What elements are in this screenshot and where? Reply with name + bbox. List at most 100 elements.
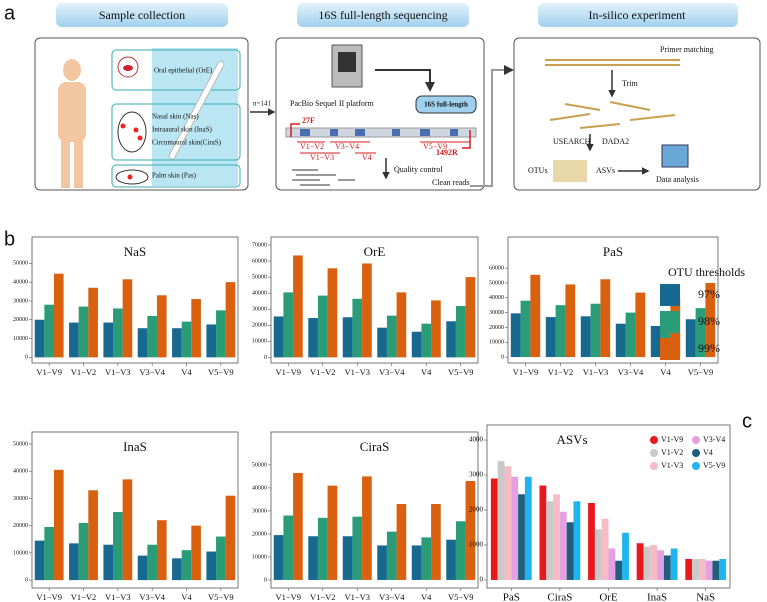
legend-marker — [650, 436, 658, 444]
bar — [396, 292, 407, 358]
bar — [559, 511, 567, 580]
bar — [518, 494, 525, 580]
bar — [615, 560, 623, 580]
plot-frame — [31, 431, 239, 589]
y-tick-label: 50000 — [489, 280, 504, 286]
primer: 27F — [302, 116, 315, 125]
step: DADA2 — [602, 137, 629, 146]
x-tick-label: V5−V9 — [208, 592, 234, 602]
legend-title: OTU thresholds — [668, 265, 745, 279]
x-tick-label: V1−V9 — [36, 592, 62, 602]
arrow — [470, 65, 514, 187]
bar — [465, 277, 476, 358]
bar — [465, 481, 476, 580]
legend-label: 97% — [698, 287, 720, 301]
bar — [411, 545, 422, 580]
bar — [566, 522, 574, 580]
bar — [362, 476, 372, 580]
bar — [181, 321, 192, 358]
legend-label: 98% — [698, 314, 720, 328]
y-tick-label: 30000 — [13, 298, 28, 304]
bar — [352, 516, 363, 580]
bar — [643, 546, 651, 580]
x-tick-label: V1−V3 — [105, 367, 131, 377]
bar — [34, 319, 45, 358]
y-tick-label: 40000 — [13, 469, 28, 475]
y-tick-label: 40000 — [252, 291, 267, 297]
bar — [685, 319, 696, 358]
y-tick-label: 0 — [480, 576, 484, 584]
step: Primer matching — [660, 45, 714, 54]
region: V1−V3 — [310, 153, 334, 162]
bar — [455, 306, 466, 358]
clean-reads: Clean reads — [432, 178, 470, 187]
legend-label: 99% — [698, 341, 720, 355]
bar — [431, 300, 441, 358]
y-tick-label: 30000 — [252, 307, 267, 313]
legend-marker — [692, 462, 700, 470]
x-tick-label: V3−V4 — [139, 592, 165, 602]
x-tick-label: V1−V9 — [275, 367, 301, 377]
bar — [308, 536, 318, 580]
bar — [553, 494, 560, 580]
y-tick-label: 10000 — [489, 340, 504, 346]
x-tick-label: V1−V2 — [71, 367, 97, 377]
y-tick-label: 10000 — [252, 554, 267, 560]
bar — [308, 318, 318, 358]
bar — [590, 303, 601, 358]
legend-marker — [692, 449, 700, 457]
panel-label: b — [4, 228, 15, 250]
bar — [573, 501, 581, 580]
chart-title: NaS — [124, 244, 146, 259]
bar — [147, 544, 157, 581]
bar — [504, 466, 512, 580]
x-tick-label: V1−V2 — [310, 367, 336, 377]
bar — [510, 313, 521, 358]
sample-box: Sample collection Oral epithelial (OrE) … — [34, 3, 249, 191]
x-tick-label: V1−V2 — [71, 592, 97, 602]
y-tick-label: 20000 — [489, 325, 504, 331]
bar — [635, 292, 646, 358]
y-tick-label: 0 — [25, 355, 28, 361]
step: Trim — [622, 79, 638, 88]
bar — [283, 292, 294, 358]
bar — [293, 255, 303, 358]
y-tick-label: 20000 — [13, 523, 28, 529]
legend-marker — [650, 462, 658, 470]
bar — [191, 299, 201, 358]
y-tick-label: 10000 — [13, 336, 28, 342]
bar — [137, 328, 148, 358]
bar — [216, 536, 226, 581]
bar — [660, 318, 671, 358]
bar — [113, 308, 123, 358]
bar — [650, 544, 658, 580]
chart-title: ASVs — [557, 432, 588, 447]
bar — [421, 323, 432, 358]
bar — [539, 485, 547, 580]
plot-frame — [270, 236, 479, 364]
bar — [455, 521, 466, 580]
x-tick-label: V4 — [421, 367, 432, 377]
y-tick-label: 2000 — [469, 506, 484, 514]
region: V4 — [362, 153, 372, 162]
bar — [386, 315, 397, 358]
x-tick-label: InaS — [647, 592, 667, 602]
bar — [411, 331, 422, 358]
bar — [44, 304, 54, 358]
qc: Quality control — [394, 165, 443, 174]
x-tick-label: V1−V3 — [105, 592, 131, 602]
x-tick-label: V3−V4 — [139, 367, 165, 377]
bar — [206, 551, 217, 581]
bar — [147, 315, 157, 358]
y-tick-label: 10000 — [13, 550, 28, 556]
bar — [273, 535, 284, 580]
legend-swatch — [660, 311, 680, 333]
bar — [317, 517, 328, 580]
bar — [555, 305, 566, 358]
x-tick-label: V1−V9 — [36, 367, 62, 377]
bar — [615, 323, 626, 358]
y-tick-label: 20000 — [13, 317, 28, 323]
sequencing-box: 16S full-length sequencing PacBio Sequel… — [275, 3, 485, 191]
bar — [172, 328, 182, 358]
